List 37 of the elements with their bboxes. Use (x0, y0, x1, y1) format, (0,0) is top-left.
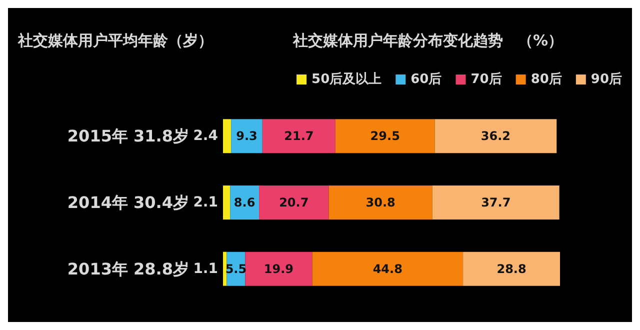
legend-label: 70后 (470, 71, 502, 87)
bar (434, 119, 557, 154)
bar (312, 252, 464, 286)
bar (231, 119, 262, 154)
bar (245, 252, 312, 286)
legend-label: 60后 (410, 71, 442, 87)
data-label: 36.2 (480, 129, 511, 144)
bar (328, 186, 432, 220)
legend-label: 80后 (530, 71, 562, 87)
data-label: 2.1 (193, 194, 218, 210)
bar (335, 119, 435, 154)
data-label: 37.7 (481, 196, 511, 210)
data-label: 8.6 (234, 196, 256, 210)
data-label: 44.8 (372, 262, 402, 276)
bar (223, 186, 230, 220)
data-label: 20.7 (279, 196, 309, 210)
chart-title: 社交媒体用户年龄分布变化趋势 （%） (292, 32, 564, 50)
data-label: 1.1 (193, 260, 218, 277)
bar (463, 252, 560, 286)
legend-label: 50后及以上 (312, 71, 382, 87)
data-label: 29.5 (370, 129, 400, 144)
bar (432, 186, 560, 220)
bar (223, 252, 227, 286)
legend-label: 90后 (590, 71, 622, 87)
data-label: 9.3 (236, 129, 258, 144)
y-tick-label: 2014年 30.4岁 (67, 193, 189, 212)
data-label: 2.4 (193, 128, 218, 144)
bar (259, 186, 329, 220)
data-label: 21.7 (284, 129, 314, 144)
data-label: 30.8 (366, 196, 396, 210)
data-label: 19.9 (264, 262, 294, 276)
bar (223, 119, 232, 154)
bar (262, 119, 336, 154)
y-tick-label: 2015年 31.8岁 (67, 126, 189, 146)
y-tick-label: 2013年 28.8岁 (67, 259, 189, 278)
data-label: 28.8 (496, 262, 526, 276)
y-axis-title: 社交媒体用户平均年龄（岁） (17, 32, 213, 50)
